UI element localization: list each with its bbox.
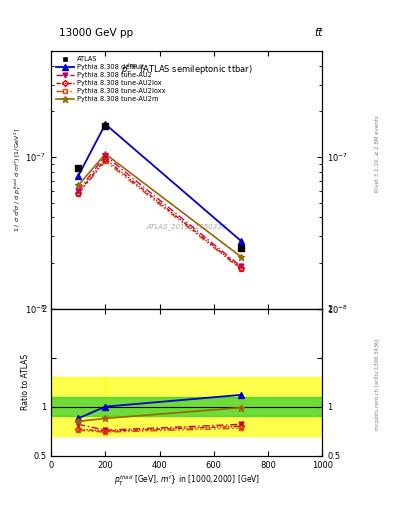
Text: Rivet 3.1.10, ≥ 2.8M events: Rivet 3.1.10, ≥ 2.8M events	[375, 115, 380, 192]
Text: 13000 GeV pp: 13000 GeV pp	[59, 28, 133, 38]
Y-axis label: Ratio to ATLAS: Ratio to ATLAS	[21, 354, 30, 410]
X-axis label: $p_T^{thad}$ [GeV], $m^{\bar{t}}$} in [1000,2000] [GeV]: $p_T^{thad}$ [GeV], $m^{\bar{t}}$} in [1…	[114, 472, 260, 488]
Text: mcplots.cern.ch [arXiv:1306.3436]: mcplots.cern.ch [arXiv:1306.3436]	[375, 338, 380, 430]
Text: tt̅: tt̅	[314, 28, 322, 38]
Text: ATLAS_2019_I1750330: ATLAS_2019_I1750330	[147, 223, 227, 229]
Text: $p_T^{top}$ (ATLAS semileptonic ttbar): $p_T^{top}$ (ATLAS semileptonic ttbar)	[121, 61, 253, 78]
Legend: ATLAS, Pythia 8.308 default, Pythia 8.308 tune-AU2, Pythia 8.308 tune-AU2lox, Py: ATLAS, Pythia 8.308 default, Pythia 8.30…	[54, 55, 167, 103]
Y-axis label: 1 / $\sigma$ d$^2\sigma$ / d $p_T^{thad}$ d $m^{t\bar{t}}$) [1/GeV$^2$]: 1 / $\sigma$ d$^2\sigma$ / d $p_T^{thad}…	[13, 128, 24, 232]
